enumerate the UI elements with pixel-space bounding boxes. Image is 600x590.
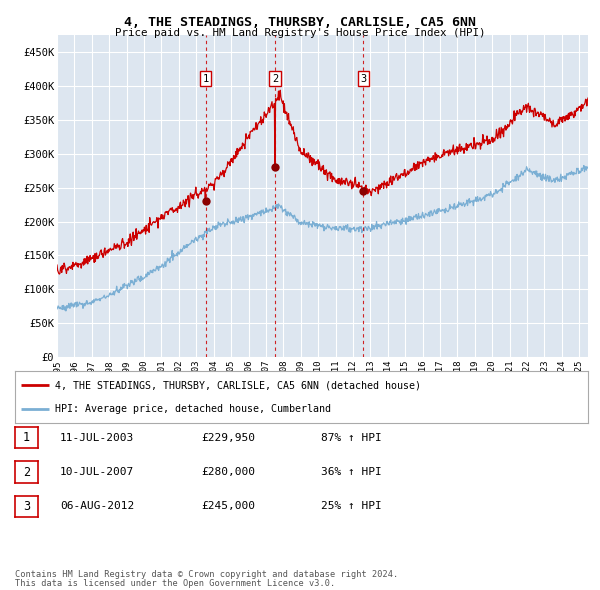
- Text: 2: 2: [272, 74, 278, 84]
- Text: 10-JUL-2007: 10-JUL-2007: [60, 467, 134, 477]
- Text: This data is licensed under the Open Government Licence v3.0.: This data is licensed under the Open Gov…: [15, 579, 335, 588]
- Text: 87% ↑ HPI: 87% ↑ HPI: [321, 433, 382, 442]
- Text: 25% ↑ HPI: 25% ↑ HPI: [321, 502, 382, 511]
- Text: £245,000: £245,000: [201, 502, 255, 511]
- Text: 4, THE STEADINGS, THURSBY, CARLISLE, CA5 6NN: 4, THE STEADINGS, THURSBY, CARLISLE, CA5…: [124, 16, 476, 29]
- Text: 1: 1: [202, 74, 209, 84]
- Text: 4, THE STEADINGS, THURSBY, CARLISLE, CA5 6NN (detached house): 4, THE STEADINGS, THURSBY, CARLISLE, CA5…: [55, 380, 421, 390]
- Text: Contains HM Land Registry data © Crown copyright and database right 2024.: Contains HM Land Registry data © Crown c…: [15, 570, 398, 579]
- Text: Price paid vs. HM Land Registry's House Price Index (HPI): Price paid vs. HM Land Registry's House …: [115, 28, 485, 38]
- Text: HPI: Average price, detached house, Cumberland: HPI: Average price, detached house, Cumb…: [55, 404, 331, 414]
- Text: 3: 3: [360, 74, 367, 84]
- Text: 06-AUG-2012: 06-AUG-2012: [60, 502, 134, 511]
- Text: 11-JUL-2003: 11-JUL-2003: [60, 433, 134, 442]
- Text: 1: 1: [23, 431, 30, 444]
- Text: 3: 3: [23, 500, 30, 513]
- Text: 36% ↑ HPI: 36% ↑ HPI: [321, 467, 382, 477]
- Text: 2: 2: [23, 466, 30, 478]
- Text: £280,000: £280,000: [201, 467, 255, 477]
- Text: £229,950: £229,950: [201, 433, 255, 442]
